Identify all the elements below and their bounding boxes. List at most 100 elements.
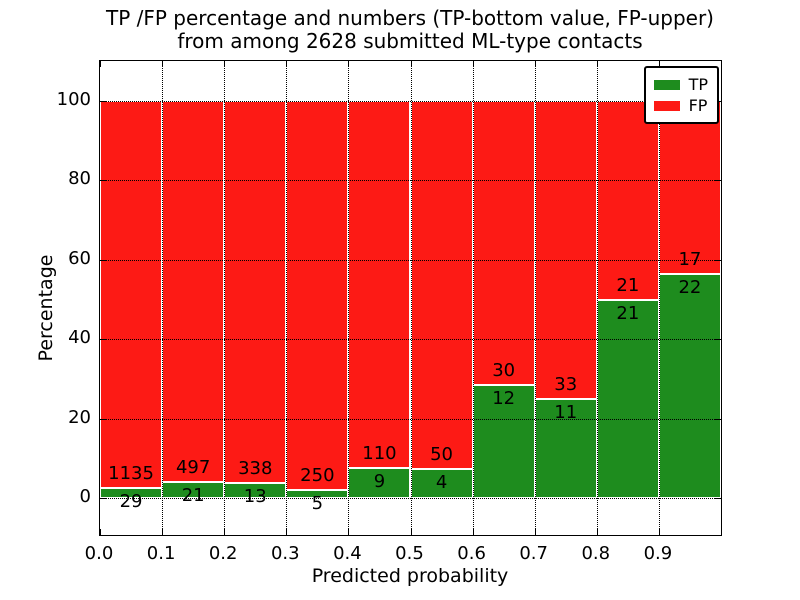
legend-label-fp: FP	[688, 95, 708, 115]
bar-fp-segment	[534, 101, 597, 399]
fp-count-label: 110	[362, 442, 397, 464]
y-tick-label: 80	[68, 168, 91, 190]
x-tick-label: 0.8	[581, 543, 611, 564]
x-tick-mark	[100, 529, 101, 535]
tp-count-label: 4	[435, 471, 448, 493]
gridline-vertical	[534, 61, 536, 535]
y-tick-mark	[100, 180, 106, 182]
x-axis-label: Predicted probability	[311, 565, 509, 587]
tp-count-label: 22	[678, 277, 702, 299]
bar-fp-segment	[658, 101, 721, 275]
x-tick-label: 0.2	[208, 543, 238, 564]
gridline-vertical	[286, 61, 288, 535]
x-tick-mark	[472, 61, 474, 67]
bar-tp-segment	[100, 488, 163, 498]
chart-title-line2: from among 2628 submitted ML-type contac…	[177, 29, 643, 53]
x-tick-label: 0.1	[146, 543, 176, 564]
x-tick-mark	[286, 529, 288, 535]
gridline-vertical	[410, 61, 412, 535]
bar-fp-segment	[100, 101, 163, 489]
y-tick-mark	[100, 259, 106, 261]
legend-label-tp: TP	[688, 74, 708, 94]
bar-tp-segment	[658, 274, 721, 498]
plot-area: 1135 29 497 21 338 13 250 5 110 9 50 4 30 12 33 11 21 21 1…	[99, 60, 722, 536]
legend-row-fp: FP	[653, 95, 708, 116]
tp-swatch-icon	[653, 79, 680, 90]
bar-fp-segment	[162, 101, 225, 482]
gridline-horizontal	[100, 180, 721, 182]
x-tick-mark	[100, 61, 101, 67]
bar-tp-segment	[410, 468, 473, 498]
y-tick-mark	[100, 418, 106, 420]
bar-tp-segment	[348, 467, 411, 498]
legend: TP FP	[643, 66, 719, 124]
y-tick-mark	[100, 339, 106, 341]
x-tick-label: 0.7	[519, 543, 548, 564]
x-tick-mark	[534, 529, 536, 535]
bar-tp-segment	[534, 398, 597, 498]
fp-count-label: 21	[616, 274, 640, 296]
y-tick-mark	[715, 339, 721, 341]
fp-count-label: 1135	[108, 463, 154, 485]
x-tick-mark	[658, 529, 660, 535]
gridline-vertical	[348, 61, 350, 535]
tp-count-label: 13	[243, 486, 267, 508]
fp-count-label: 250	[300, 465, 335, 487]
x-tick-label: 0.4	[333, 543, 362, 564]
tp-count-label: 21	[181, 484, 205, 506]
tp-count-label: 29	[119, 491, 143, 513]
fp-count-label: 17	[678, 249, 702, 271]
gridline-vertical	[658, 61, 660, 535]
fp-count-label: 50	[430, 443, 453, 465]
bar-fp-segment	[410, 101, 473, 469]
x-tick-mark	[721, 529, 722, 535]
y-tick-mark	[715, 498, 721, 499]
chart-title-line1: TP /FP percentage and numbers (TP-bottom…	[106, 6, 714, 30]
bar-fp-segment	[348, 101, 411, 468]
tp-count-label: 21	[616, 302, 640, 324]
x-tick-mark	[534, 61, 536, 67]
bar-fp-segment	[596, 101, 659, 300]
y-tick-label: 60	[68, 247, 91, 269]
fp-swatch-icon	[653, 100, 680, 111]
gridline-horizontal	[100, 101, 721, 102]
x-tick-label: 0.3	[270, 543, 300, 564]
tp-count-label: 5	[311, 493, 324, 515]
x-tick-mark	[721, 61, 722, 67]
x-tick-mark	[286, 61, 288, 67]
fp-count-label: 30	[492, 359, 516, 381]
tp-count-label: 11	[554, 401, 578, 423]
bar-fp-segment	[286, 101, 349, 491]
tp-count-label: 9	[373, 470, 386, 492]
gridline-vertical	[596, 61, 598, 535]
x-tick-label: 0.0	[84, 543, 114, 564]
gridline-horizontal	[100, 498, 721, 499]
y-tick-mark	[715, 418, 721, 420]
x-tick-mark	[348, 529, 350, 535]
y-tick-mark	[715, 259, 721, 261]
fp-count-label: 338	[238, 458, 273, 480]
gridline-vertical	[162, 61, 164, 535]
x-tick-mark	[410, 61, 412, 67]
gridline-vertical	[224, 61, 226, 535]
x-tick-mark	[348, 61, 350, 67]
x-tick-mark	[410, 529, 412, 535]
y-tick-label: 0	[79, 486, 91, 507]
y-tick-label: 20	[68, 406, 91, 428]
y-tick-label: 40	[68, 327, 91, 349]
gridline-vertical	[472, 61, 474, 535]
bar-fp-segment	[224, 101, 287, 484]
x-tick-label: 0.6	[457, 543, 486, 564]
fp-count-label: 497	[175, 456, 211, 478]
x-tick-mark	[658, 61, 660, 67]
x-tick-label: 0.5	[395, 543, 424, 564]
legend-row-tp: TP	[653, 74, 708, 95]
x-tick-mark	[224, 529, 226, 535]
y-tick-label: 100	[56, 89, 91, 110]
gridline-horizontal	[100, 418, 721, 420]
x-tick-mark	[162, 61, 164, 67]
y-tick-mark	[715, 180, 721, 182]
bar-tp-segment	[596, 299, 659, 498]
x-tick-mark	[224, 61, 226, 67]
y-tick-mark	[100, 101, 106, 102]
